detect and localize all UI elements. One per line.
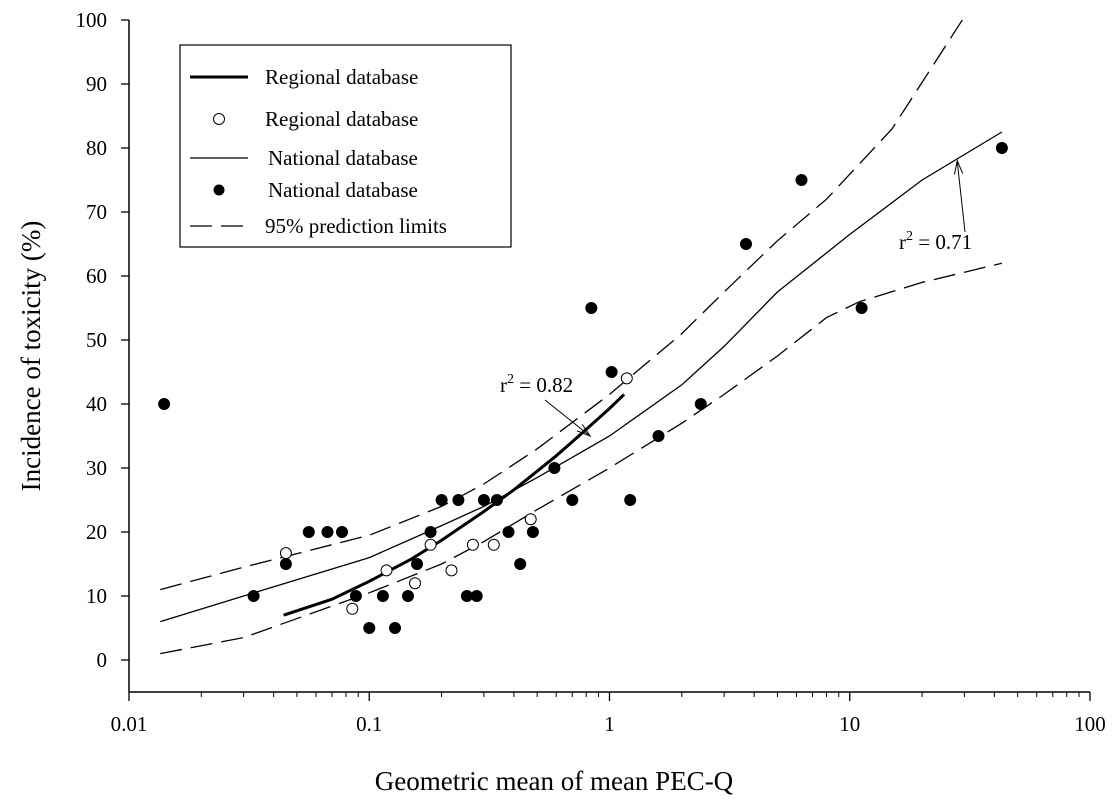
r-squared-annotation: r2 = 0.82 bbox=[500, 372, 573, 397]
regional-data-point bbox=[380, 564, 393, 577]
y-tick-label: 70 bbox=[86, 200, 107, 224]
national-data-point bbox=[376, 590, 389, 602]
legend-box bbox=[179, 44, 512, 248]
y-tick-label: 40 bbox=[86, 392, 107, 416]
legend-swatch-national-points bbox=[213, 184, 225, 196]
y-tick-label: 90 bbox=[86, 72, 107, 96]
national-data-point bbox=[995, 142, 1008, 154]
national-data-point bbox=[411, 558, 423, 570]
annotation-arrowhead bbox=[954, 159, 964, 175]
legend-swatch-regional-points bbox=[213, 113, 225, 125]
regional-data-point bbox=[524, 513, 537, 526]
y-axis-ticks: 0 10 20 30 40 50 60 70 80 90 100 bbox=[76, 8, 129, 672]
x-axis-title: Geometric mean of mean PEC-Q bbox=[375, 766, 734, 796]
legend-label-national-line: National database bbox=[268, 146, 418, 170]
legend-label-prediction-limits: 95% prediction limits bbox=[265, 214, 447, 238]
national-data-point bbox=[624, 494, 637, 506]
national-data-point bbox=[302, 526, 315, 538]
legend-label-regional-line: Regional database bbox=[265, 65, 418, 89]
national-data-point bbox=[470, 590, 483, 602]
national-data-point bbox=[652, 430, 665, 442]
x-axis-ticks: 0.01 0.1 1 10 100 bbox=[111, 692, 1106, 736]
national-data-point bbox=[548, 462, 561, 474]
r-squared-annotation: r2 = 0.71 bbox=[899, 229, 972, 254]
plot-area bbox=[160, 20, 1003, 655]
national-data-point bbox=[477, 494, 490, 506]
national-data-point bbox=[279, 558, 292, 570]
series-line-thin-line bbox=[160, 131, 1003, 623]
data-markers bbox=[158, 142, 1008, 634]
regional-data-point bbox=[620, 372, 633, 385]
y-axis-title: Incidence of toxicity (%) bbox=[16, 221, 46, 492]
x-tick-label: 10 bbox=[839, 712, 860, 736]
regional-data-point bbox=[346, 602, 359, 615]
national-data-point bbox=[566, 494, 579, 506]
y-tick-label: 0 bbox=[97, 648, 108, 672]
national-data-point bbox=[585, 302, 598, 314]
series-line-dashed-line bbox=[160, 20, 964, 591]
regional-data-point bbox=[487, 538, 500, 551]
x-tick-label: 1 bbox=[604, 712, 615, 736]
y-tick-label: 100 bbox=[76, 8, 108, 32]
y-tick-label: 60 bbox=[86, 264, 107, 288]
national-data-point bbox=[424, 526, 437, 538]
y-tick-label: 30 bbox=[86, 456, 107, 480]
national-data-point bbox=[402, 590, 414, 602]
y-tick-label: 50 bbox=[86, 328, 107, 352]
national-data-point bbox=[158, 398, 171, 410]
legend-label-regional-points: Regional database bbox=[265, 107, 418, 131]
national-data-point bbox=[389, 622, 401, 634]
y-tick-label: 20 bbox=[86, 520, 107, 544]
national-data-point bbox=[349, 590, 362, 602]
x-tick-label: 0.01 bbox=[111, 712, 148, 736]
national-data-point bbox=[490, 494, 503, 506]
national-data-point bbox=[321, 526, 334, 538]
regional-data-point bbox=[409, 577, 421, 590]
national-data-point bbox=[363, 622, 376, 634]
national-data-point bbox=[247, 590, 260, 602]
regional-data-point bbox=[466, 538, 479, 551]
national-data-point bbox=[855, 302, 868, 314]
national-data-point bbox=[336, 526, 348, 538]
annotation-arrowhead bbox=[576, 424, 592, 438]
legend-label-national-points: National database bbox=[268, 178, 418, 202]
national-data-point bbox=[514, 558, 527, 570]
regional-data-point bbox=[424, 538, 437, 551]
series-line-dashed-line bbox=[160, 262, 1003, 655]
annotation-arrow bbox=[544, 399, 591, 437]
x-tick-label: 0.1 bbox=[356, 712, 382, 736]
national-data-point bbox=[795, 174, 808, 186]
national-data-point bbox=[605, 366, 618, 378]
x-tick-label: 100 bbox=[1074, 712, 1106, 736]
y-tick-label: 10 bbox=[86, 584, 107, 608]
regional-data-point bbox=[279, 547, 292, 560]
national-data-point bbox=[526, 526, 539, 538]
national-data-point bbox=[740, 238, 752, 250]
national-data-point bbox=[694, 398, 707, 410]
annotation-arrow bbox=[956, 160, 966, 233]
national-data-point bbox=[435, 494, 448, 506]
y-tick-label: 80 bbox=[86, 136, 107, 160]
regional-data-point bbox=[445, 564, 458, 577]
legend: Regional database Regional database Nati… bbox=[179, 44, 512, 248]
national-data-point bbox=[452, 494, 465, 506]
national-data-point bbox=[502, 526, 515, 538]
annotations: r2 = 0.82 r2 = 0.71 bbox=[500, 159, 972, 438]
